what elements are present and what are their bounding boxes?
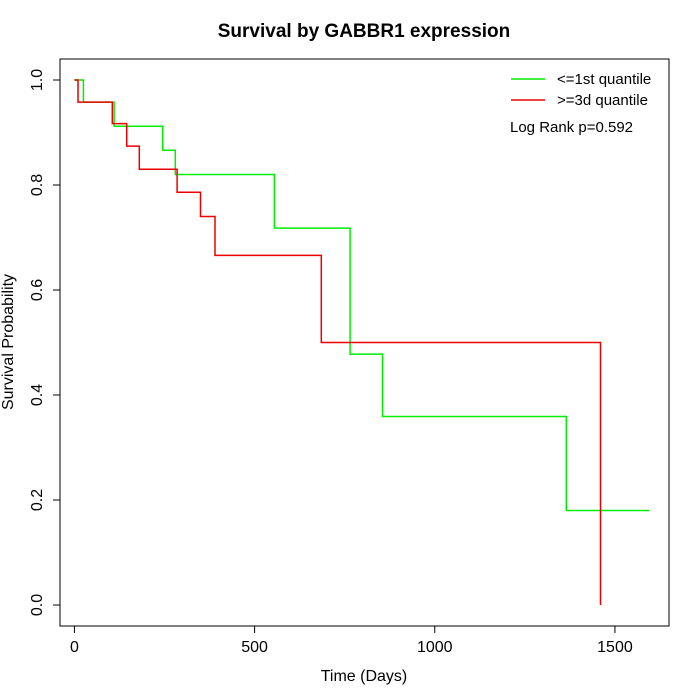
y-axis-label: Survival Probability	[0, 274, 17, 410]
y-axis: 0.0 0.2 0.4 0.6 0.8 1.0	[29, 69, 61, 616]
y-tick-label: 0.4	[29, 384, 46, 406]
y-tick-label: 1.0	[29, 69, 46, 91]
series-line-1	[74, 79, 602, 605]
x-tick-label: 1000	[417, 639, 453, 656]
y-tick-label: 0.6	[29, 279, 46, 301]
log-rank-annotation: Log Rank p=0.592	[510, 119, 633, 136]
series-layer	[74, 79, 650, 605]
legend-label-low-quantile: <=1st quantile	[557, 71, 651, 88]
x-axis-label: Time (Days)	[321, 668, 408, 685]
chart-title: Survival by GABBR1 expression	[218, 21, 511, 42]
y-tick-label: 0.8	[29, 174, 46, 196]
x-tick-label: 500	[241, 639, 268, 656]
legend: <=1st quantile >=3d quantile Log Rank p=…	[510, 71, 651, 136]
y-tick-label: 0.2	[29, 489, 46, 511]
x-axis: 0 500 1000 1500	[70, 625, 633, 656]
series-line-0	[74, 79, 650, 512]
x-tick-label: 0	[70, 639, 79, 656]
x-tick-label: 1500	[597, 639, 633, 656]
y-tick-label: 0.0	[29, 594, 46, 616]
legend-label-high-quantile: >=3d quantile	[557, 92, 648, 109]
